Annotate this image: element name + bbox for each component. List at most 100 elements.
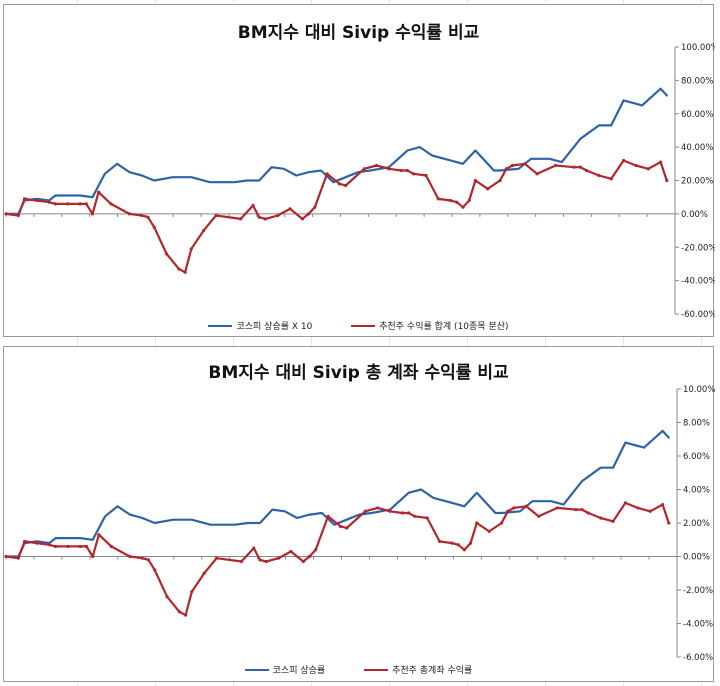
legend-label-portfolio: 추천주 수익률 합계 (10종목 분산)	[379, 322, 509, 332]
data-point-portfolio	[146, 558, 151, 562]
chart-title: BM지수 대비 Sivip 수익률 비교	[237, 23, 480, 43]
y-tick-label: 2.00%	[683, 519, 710, 529]
series-line-kospi	[4, 87, 668, 215]
y-tick-label: 6.00%	[683, 452, 710, 462]
data-point-portfolio	[362, 167, 366, 171]
legend-label-kospi: 코스피 상승률	[272, 666, 326, 676]
y-tick-label: -6.00%	[683, 653, 713, 663]
data-point-portfolio	[456, 543, 460, 547]
chart-legend: 코스피 상승률 추천주 총계좌 수익률	[4, 663, 713, 676]
sheet-column-line	[467, 0, 468, 686]
data-point-portfolio	[66, 202, 70, 206]
chart-title: BM지수 대비 Sivip 총 계좌 수익률 비교	[208, 363, 509, 383]
data-point-portfolio	[537, 514, 541, 518]
data-point-portfolio	[665, 178, 669, 183]
data-point-portfolio	[264, 559, 268, 564]
data-point-portfolio	[146, 215, 150, 219]
chart-plot-area: 100.00% 80.00% 60.00% 40.00% 20.00% 0.00% -20.…	[4, 43, 715, 320]
data-point-portfolio	[523, 162, 527, 166]
data-point-portfolio	[276, 213, 280, 218]
legend-swatch-portfolio	[364, 668, 389, 671]
data-point-portfolio	[586, 511, 590, 515]
data-point-portfolio	[499, 521, 504, 525]
data-point-portfolio	[399, 168, 403, 173]
data-point-portfolio	[97, 190, 101, 194]
data-point-portfolio	[307, 212, 311, 216]
series-line-portfolio	[4, 159, 668, 274]
data-point-portfolio	[140, 213, 144, 218]
data-point-portfolio	[153, 568, 157, 572]
data-point-portfolio	[400, 511, 405, 515]
data-point-portfolio	[35, 198, 39, 203]
data-point-portfolio	[53, 544, 58, 549]
sheet-column-line	[311, 0, 312, 686]
data-point-portfolio	[374, 163, 379, 168]
data-point-portfolio	[22, 197, 27, 201]
data-point-portfolio	[611, 519, 615, 523]
y-tick-label: 10.00%	[683, 385, 715, 395]
data-point-portfolio	[623, 501, 628, 505]
y-tick-label: 0.00%	[681, 210, 708, 220]
data-point-portfolio	[301, 559, 305, 564]
data-point-portfolio	[450, 541, 454, 545]
data-point-portfolio	[405, 168, 410, 173]
data-point-portfolio	[535, 172, 539, 176]
data-point-portfolio	[436, 197, 440, 201]
data-point-portfolio	[252, 546, 256, 550]
chart-panel-return-comparison[interactable]: BM지수 대비 Sivip 수익률 비교 100.00% 80.00% 60.00%…	[3, 4, 715, 337]
legend-swatch-kospi	[208, 324, 233, 327]
chart-panel-total-account-comparison[interactable]: BM지수 대비 Sivip 총 계좌 수익률 비교 10.00% 8.00% 6.0…	[3, 346, 715, 682]
data-point-portfolio	[572, 165, 576, 169]
y-tick-label: -40.00%	[681, 277, 715, 287]
sheet-column-line	[623, 0, 624, 686]
data-point-portfolio	[314, 548, 318, 552]
legend-item-portfolio: 추천주 수익률 합계 (10종목 분산)	[351, 319, 509, 332]
data-point-portfolio	[78, 544, 82, 549]
data-point-portfolio	[289, 549, 293, 554]
data-point-portfolio	[84, 544, 89, 549]
data-point-portfolio	[288, 207, 292, 211]
data-point-portfolio	[597, 173, 601, 178]
data-point-portfolio	[648, 509, 652, 513]
data-point-portfolio	[53, 202, 58, 206]
data-point-portfolio	[475, 521, 479, 525]
data-point-portfolio	[661, 502, 665, 507]
data-point-portfolio	[258, 558, 262, 562]
data-point-portfolio	[276, 556, 281, 560]
data-point-portfolio	[109, 202, 113, 206]
data-point-portfolio	[325, 172, 329, 176]
data-point-portfolio	[90, 212, 95, 216]
data-point-portfolio	[510, 163, 515, 168]
data-point-portfolio	[344, 183, 348, 188]
y-tick-label: 20.00%	[681, 177, 713, 187]
data-point-portfolio	[251, 203, 255, 208]
y-tick-label: 60.00%	[681, 110, 713, 120]
data-point-portfolio	[667, 521, 671, 525]
data-point-portfolio	[467, 198, 471, 203]
data-point-portfolio	[473, 178, 477, 183]
sheet-column-line	[701, 0, 702, 686]
data-point-portfolio	[184, 613, 188, 617]
data-point-portfolio	[609, 177, 613, 181]
data-point-portfolio	[584, 168, 589, 173]
data-point-portfolio	[257, 215, 261, 219]
data-point-portfolio	[202, 571, 206, 575]
y-tick-label: 0.00%	[683, 553, 710, 563]
data-point-portfolio	[239, 559, 243, 564]
data-point-portfolio	[659, 160, 663, 164]
chart-plot-area: 10.00% 8.00% 6.00% 4.00% 2.00% 0.00% -2.00% -4.…	[4, 385, 715, 663]
data-point-portfolio	[313, 205, 317, 209]
y-tick-label: -4.00%	[683, 620, 713, 630]
data-point-portfolio	[337, 182, 342, 186]
data-point-portfolio	[152, 225, 156, 229]
data-point-portfolio	[387, 167, 391, 171]
data-point-portfolio	[554, 163, 558, 168]
data-point-portfolio	[455, 200, 459, 204]
data-point-portfolio	[263, 217, 267, 221]
data-point-portfolio	[345, 526, 349, 530]
data-point-portfolio	[468, 541, 473, 545]
data-point-portfolio	[16, 556, 20, 560]
data-point-portfolio	[425, 516, 429, 520]
legend-swatch-portfolio	[351, 324, 376, 327]
data-point-portfolio	[202, 228, 206, 233]
